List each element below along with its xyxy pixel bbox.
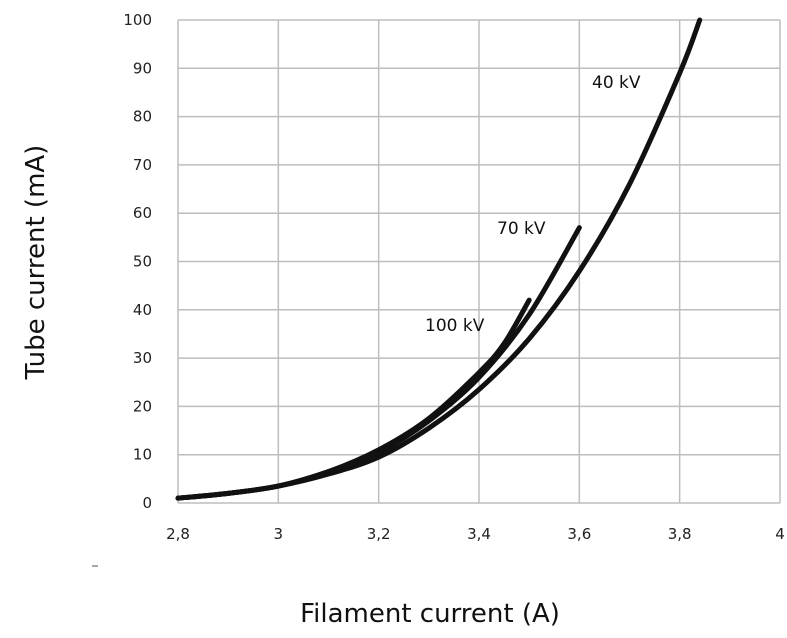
series-label: 70 kV (497, 219, 546, 239)
series-label: 40 kV (592, 73, 641, 93)
y-axis-title: Tube current (mA) (21, 145, 51, 381)
series-lines (175, 17, 703, 501)
x-tick-label: 4 (775, 525, 785, 543)
series-line-100-kv (175, 297, 532, 501)
series-label: 100 kV (425, 316, 485, 336)
axis-ticks: 0 10 20 30 40 50 60 70 80 90 100 2,8 3 3,2 3,4 3,6 3,8 4 (123, 11, 784, 543)
y-tick-label: 70 (133, 156, 152, 174)
y-tick-label: 40 (133, 301, 152, 319)
x-tick-label: 2,8 (166, 525, 190, 543)
x-tick-label: 3 (274, 525, 284, 543)
y-tick-label: 60 (133, 204, 152, 222)
y-tick-label: 0 (142, 494, 152, 512)
y-tick-label: 50 (133, 253, 152, 271)
y-tick-label: 10 (133, 446, 152, 464)
x-tick-label: 3,8 (668, 525, 692, 543)
x-axis-title: Filament current (A) (300, 599, 560, 629)
y-tick-label: 30 (133, 349, 152, 367)
y-tick-label: 90 (133, 59, 152, 77)
y-tick-label: 100 (123, 11, 152, 29)
grid (177, 19, 781, 504)
y-tick-label: 80 (133, 108, 152, 126)
y-tick-label: 20 (133, 397, 152, 415)
x-tick-label: 3,6 (567, 525, 591, 543)
x-tick-label: 3,2 (367, 525, 391, 543)
series-labels: 40 kV 70 kV 100 kV (425, 73, 641, 336)
x-tick-label: 3,4 (467, 525, 491, 543)
